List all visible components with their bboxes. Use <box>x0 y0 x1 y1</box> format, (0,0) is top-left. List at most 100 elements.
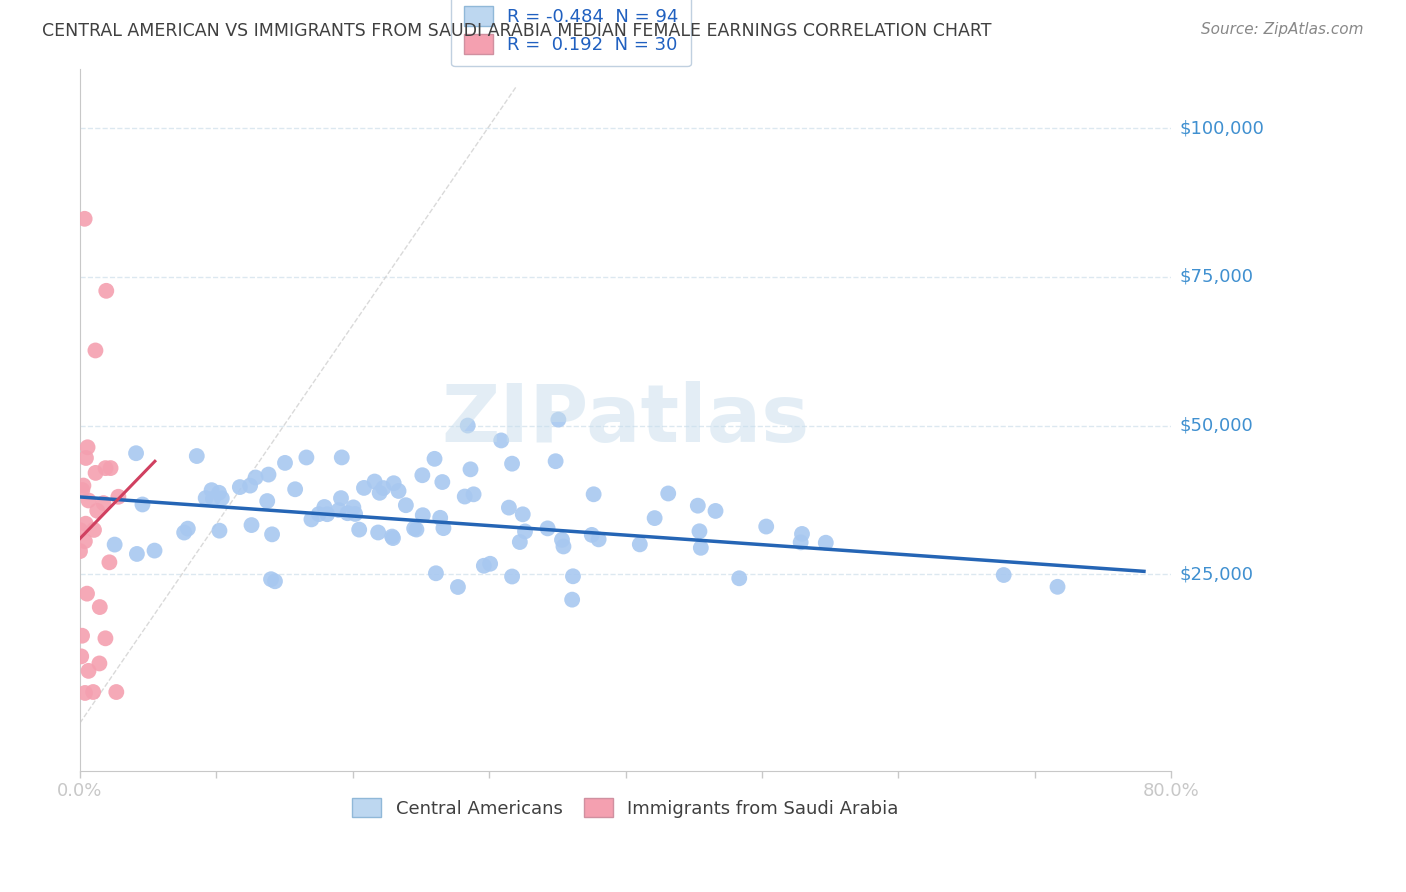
Point <box>551 533 574 547</box>
Point <box>84 343 107 358</box>
Point <box>454 490 477 504</box>
Point <box>368 485 391 500</box>
Point <box>98 555 121 569</box>
Text: CENTRAL AMERICAN VS IMMIGRANTS FROM SAUDI ARABIA MEDIAN FEMALE EARNINGS CORRELAT: CENTRAL AMERICAN VS IMMIGRANTS FROM SAUD… <box>42 22 991 40</box>
Point <box>460 462 482 476</box>
Point <box>86 504 108 518</box>
Text: $75,000: $75,000 <box>1180 268 1254 285</box>
Point <box>353 481 375 495</box>
Point <box>328 503 350 517</box>
Point <box>262 527 284 541</box>
Point <box>245 470 267 484</box>
Point <box>72 478 94 492</box>
Text: ZIPatlas: ZIPatlas <box>441 381 810 458</box>
Point <box>432 521 454 535</box>
Point <box>411 468 433 483</box>
Point <box>301 512 323 526</box>
Point <box>336 506 359 520</box>
Point <box>498 500 520 515</box>
Point <box>274 456 297 470</box>
Point <box>260 572 283 586</box>
Point <box>82 685 104 699</box>
Point <box>208 524 231 538</box>
Point <box>381 530 404 544</box>
Point <box>513 524 536 539</box>
Point <box>76 440 98 454</box>
Point <box>790 527 813 541</box>
Point <box>688 524 710 539</box>
Point <box>105 685 128 699</box>
Point <box>194 491 217 505</box>
Point <box>479 557 502 571</box>
Point <box>382 476 405 491</box>
Point <box>314 500 336 514</box>
Point <box>457 418 479 433</box>
Point <box>728 571 751 585</box>
Point <box>373 481 395 495</box>
Point <box>125 547 148 561</box>
Point <box>69 544 91 558</box>
Point <box>344 507 367 521</box>
Point <box>472 558 495 573</box>
Point <box>308 507 330 521</box>
Point <box>143 543 166 558</box>
Point <box>628 537 651 551</box>
Point <box>330 491 353 505</box>
Point <box>239 478 262 492</box>
Point <box>367 525 389 540</box>
Point <box>69 523 91 537</box>
Point <box>77 493 100 508</box>
Point <box>89 657 111 671</box>
Point <box>173 525 195 540</box>
Point <box>94 461 117 475</box>
Point <box>330 450 353 465</box>
Point <box>561 592 583 607</box>
Point <box>200 483 222 498</box>
Point <box>404 522 426 536</box>
Point <box>94 632 117 646</box>
Point <box>644 511 666 525</box>
Point <box>73 686 96 700</box>
Point <box>789 535 811 549</box>
Text: Source: ZipAtlas.com: Source: ZipAtlas.com <box>1201 22 1364 37</box>
Text: $100,000: $100,000 <box>1180 119 1264 137</box>
Point <box>657 486 679 500</box>
Point <box>536 521 558 535</box>
Point <box>75 450 97 465</box>
Point <box>284 483 307 497</box>
Point <box>257 467 280 482</box>
Point <box>755 519 778 533</box>
Point <box>814 535 837 549</box>
Point <box>581 528 603 542</box>
Point <box>93 496 115 510</box>
Point <box>509 535 531 549</box>
Point <box>704 504 727 518</box>
Point <box>208 485 231 500</box>
Point <box>387 483 409 498</box>
Point <box>77 664 100 678</box>
Text: $25,000: $25,000 <box>1180 566 1254 583</box>
Point <box>501 569 523 583</box>
Point <box>131 498 153 512</box>
Point <box>405 523 427 537</box>
Point <box>186 449 208 463</box>
Point <box>993 568 1015 582</box>
Point <box>177 522 200 536</box>
Point <box>412 508 434 523</box>
Point <box>432 475 454 489</box>
Point <box>100 461 122 475</box>
Point <box>689 541 711 555</box>
Point <box>423 451 446 466</box>
Point <box>553 540 575 554</box>
Point <box>89 600 111 615</box>
Point <box>75 516 97 531</box>
Point <box>582 487 605 501</box>
Point <box>84 466 107 480</box>
Point <box>425 566 447 581</box>
Point <box>295 450 318 465</box>
Point <box>70 629 93 643</box>
Point <box>686 499 709 513</box>
Point <box>489 434 512 448</box>
Point <box>211 491 233 506</box>
Point <box>72 483 94 497</box>
